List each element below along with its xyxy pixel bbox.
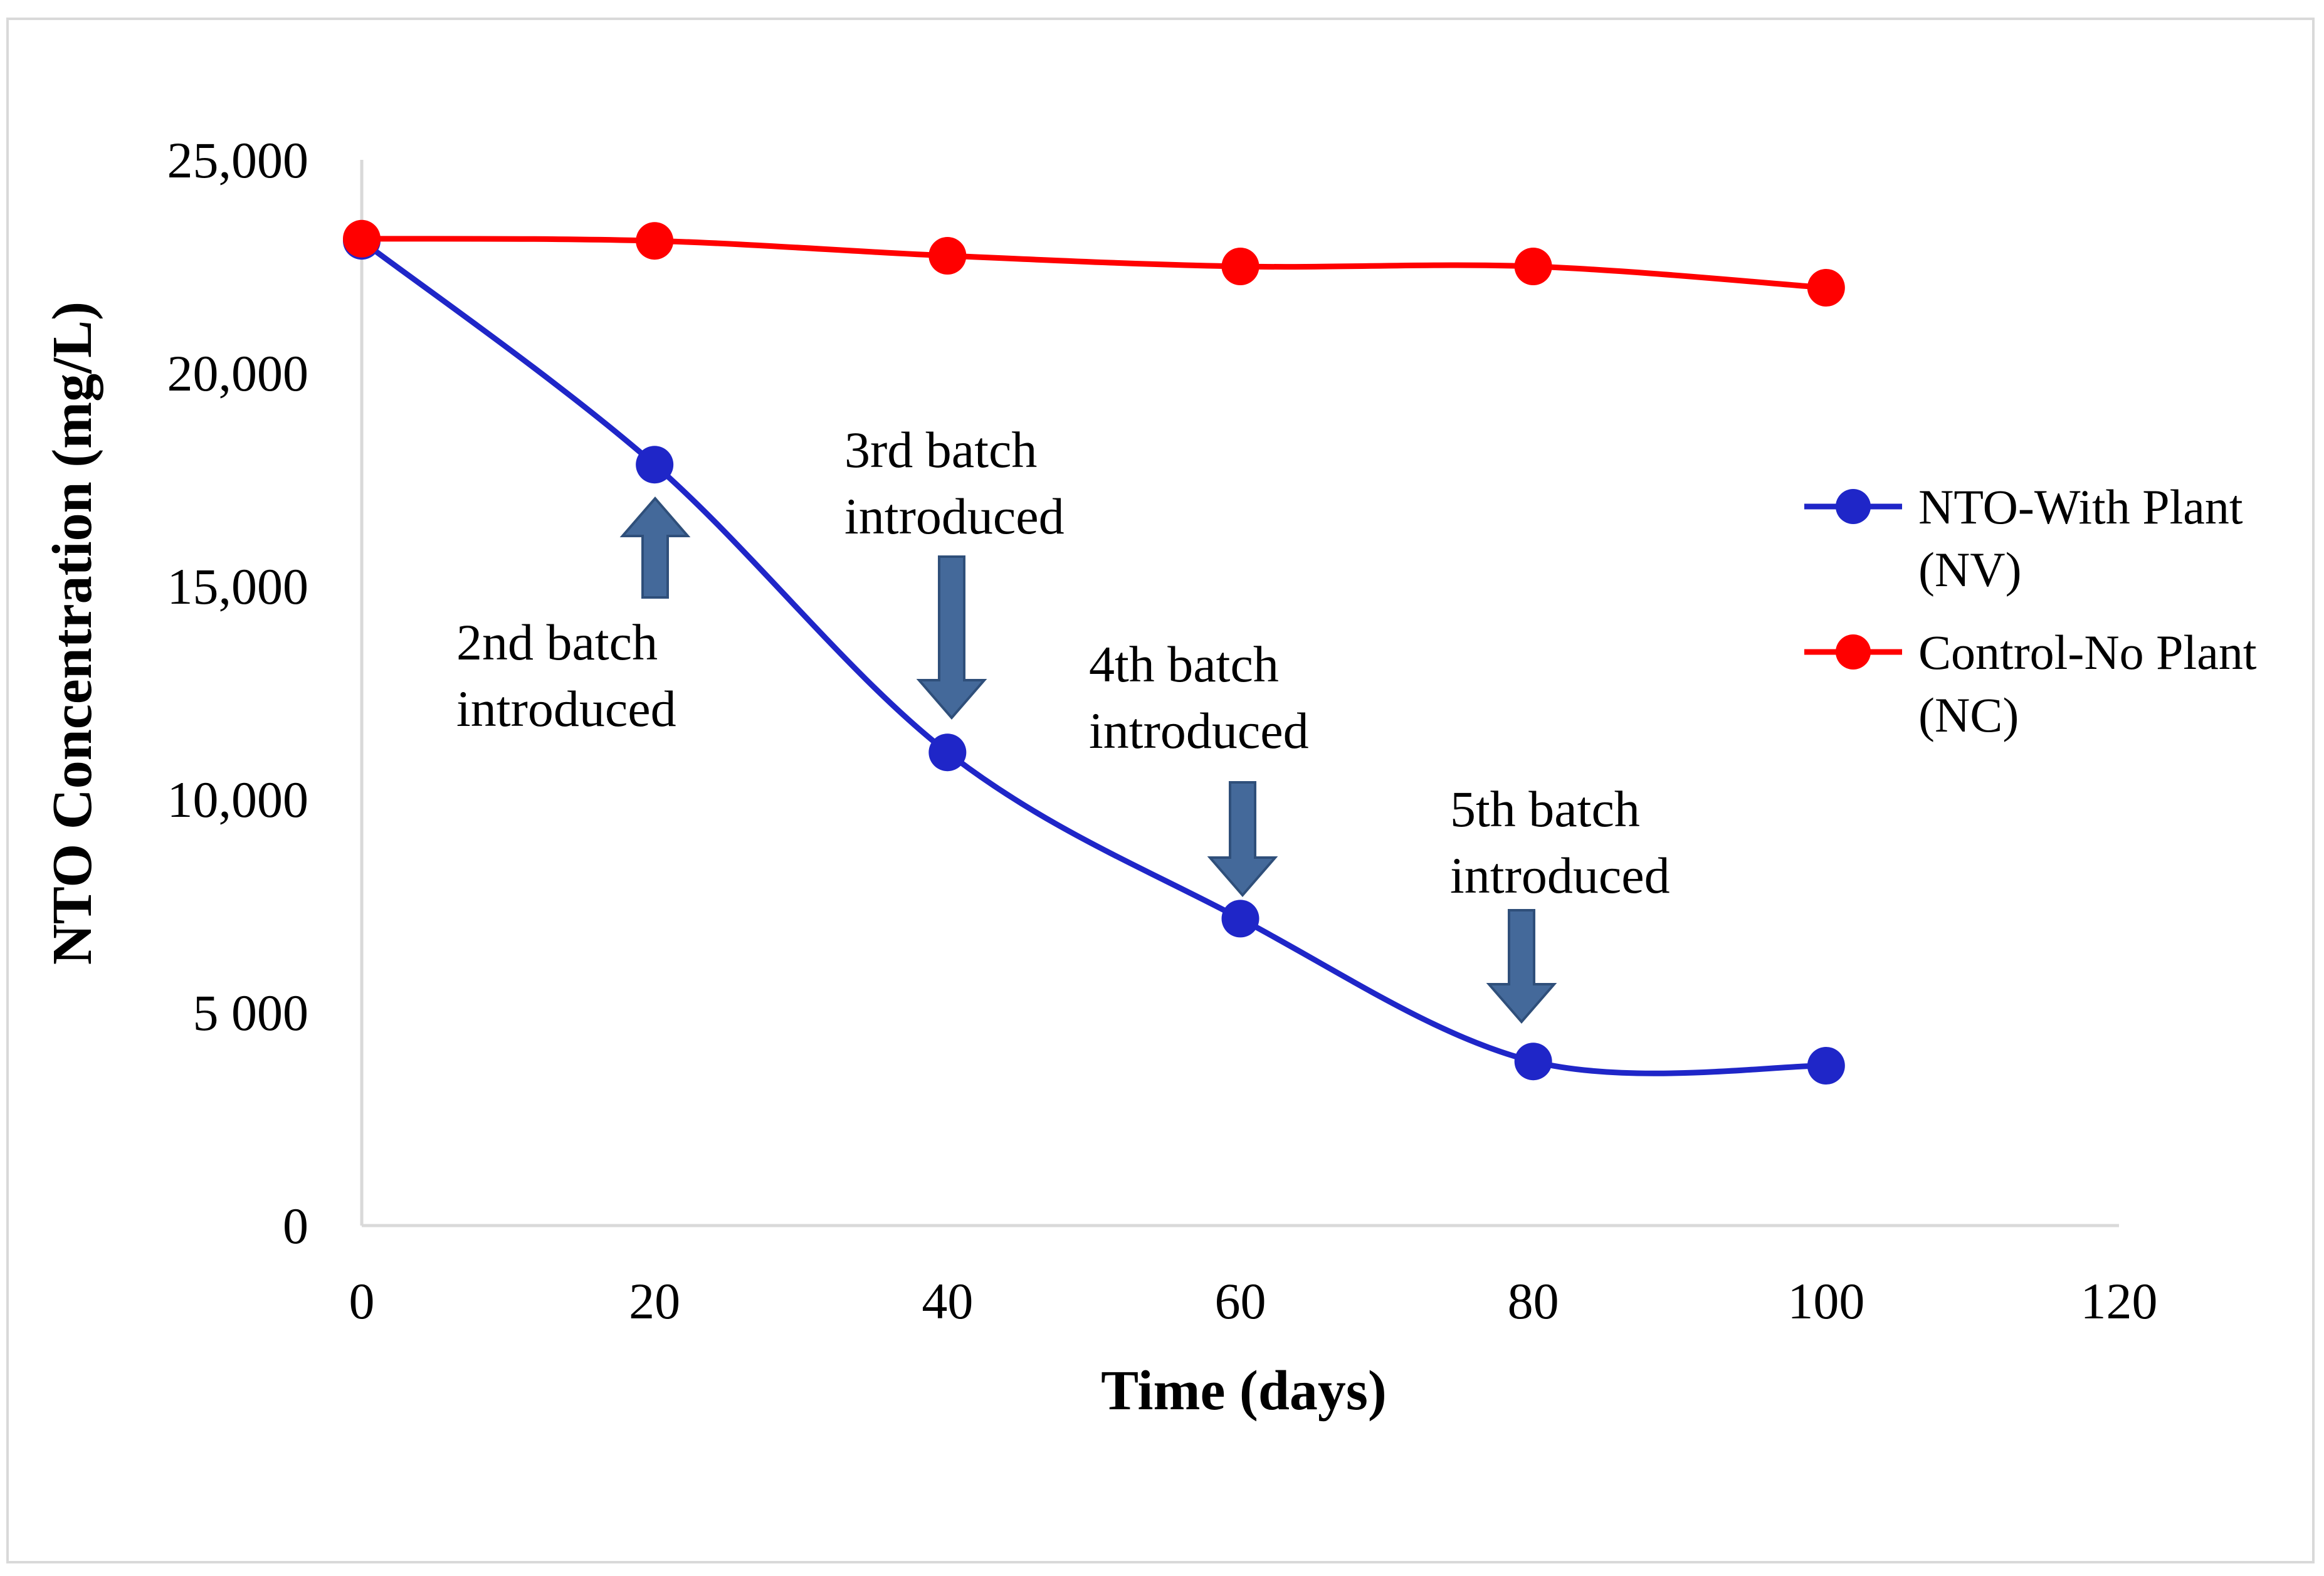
x-axis-title: Time (days) xyxy=(1101,1360,1387,1422)
y-tick-label: 0 xyxy=(283,1197,308,1254)
y-axis-ticks: 0 5 000 10,000 15,000 20,000 25,000 xyxy=(167,132,309,1254)
y-tick-label: 15,000 xyxy=(167,558,309,615)
y-tick-label: 20,000 xyxy=(167,345,309,402)
x-tick-label: 60 xyxy=(1215,1273,1266,1330)
data-point xyxy=(1221,248,1259,285)
y-tick-label: 10,000 xyxy=(167,771,309,828)
x-tick-label: 0 xyxy=(349,1273,375,1330)
chart-frame xyxy=(6,18,2315,1563)
batch-annotation-text: 4th batch xyxy=(1089,636,1279,693)
data-point xyxy=(928,733,967,772)
x-tick-label: 100 xyxy=(1787,1273,1864,1330)
legend-entry-text: (NV) xyxy=(1918,542,2022,597)
batch-annotation-text: introduced xyxy=(456,680,676,737)
batch-annotation-text: introduced xyxy=(844,488,1065,545)
data-point xyxy=(1807,1047,1845,1085)
batch-annotation-text: 2nd batch xyxy=(456,614,658,671)
legend-entry-text: (NC) xyxy=(1918,688,2019,742)
y-tick-label: 5 000 xyxy=(193,984,309,1041)
data-point xyxy=(1807,269,1845,307)
y-tick-label: 25,000 xyxy=(167,132,309,189)
series-group xyxy=(343,219,1845,1085)
data-point xyxy=(343,219,381,258)
x-axis-ticks: 0 20 40 60 80 100 120 xyxy=(349,1273,2158,1330)
batch-arrow-down xyxy=(1486,909,1557,1024)
legend-swatch-marker xyxy=(1836,634,1871,670)
x-tick-label: 120 xyxy=(2081,1273,2158,1330)
batch-annotation-text: introduced xyxy=(1089,702,1309,759)
batch-arrow-down xyxy=(916,555,987,720)
x-tick-label: 80 xyxy=(1508,1273,1559,1330)
batch-arrow-up xyxy=(619,496,691,599)
data-point xyxy=(1221,900,1259,938)
legend-swatch-marker xyxy=(1836,489,1871,524)
series-2 xyxy=(343,219,1845,307)
batch-annotation-text: 3rd batch xyxy=(844,421,1037,478)
legend-entry-text: Control-No Plant xyxy=(1918,625,2257,680)
batch-annotations: 2nd batch introduced 3rd batch introduced 4t… xyxy=(456,421,1670,1024)
x-tick-label: 40 xyxy=(922,1273,973,1330)
batch-annotation-text: 5th batch xyxy=(1450,780,1640,838)
legend: NTO-With Plant (NV) Control-No Plant (NC) xyxy=(1804,480,2257,742)
series-1 xyxy=(343,222,1845,1085)
batch-annotation-text: introduced xyxy=(1450,847,1670,904)
data-point xyxy=(1514,248,1552,285)
axes xyxy=(360,160,2119,1227)
data-point xyxy=(1514,1043,1552,1081)
batch-arrow-down xyxy=(1207,781,1278,898)
data-point xyxy=(928,237,967,275)
data-point xyxy=(636,222,674,260)
data-point xyxy=(636,446,674,484)
series-line xyxy=(361,236,1827,291)
y-axis-title: NTO Concentration (mg/L) xyxy=(41,302,103,965)
x-tick-label: 20 xyxy=(629,1273,680,1330)
legend-entry-text: NTO-With Plant xyxy=(1918,480,2243,534)
